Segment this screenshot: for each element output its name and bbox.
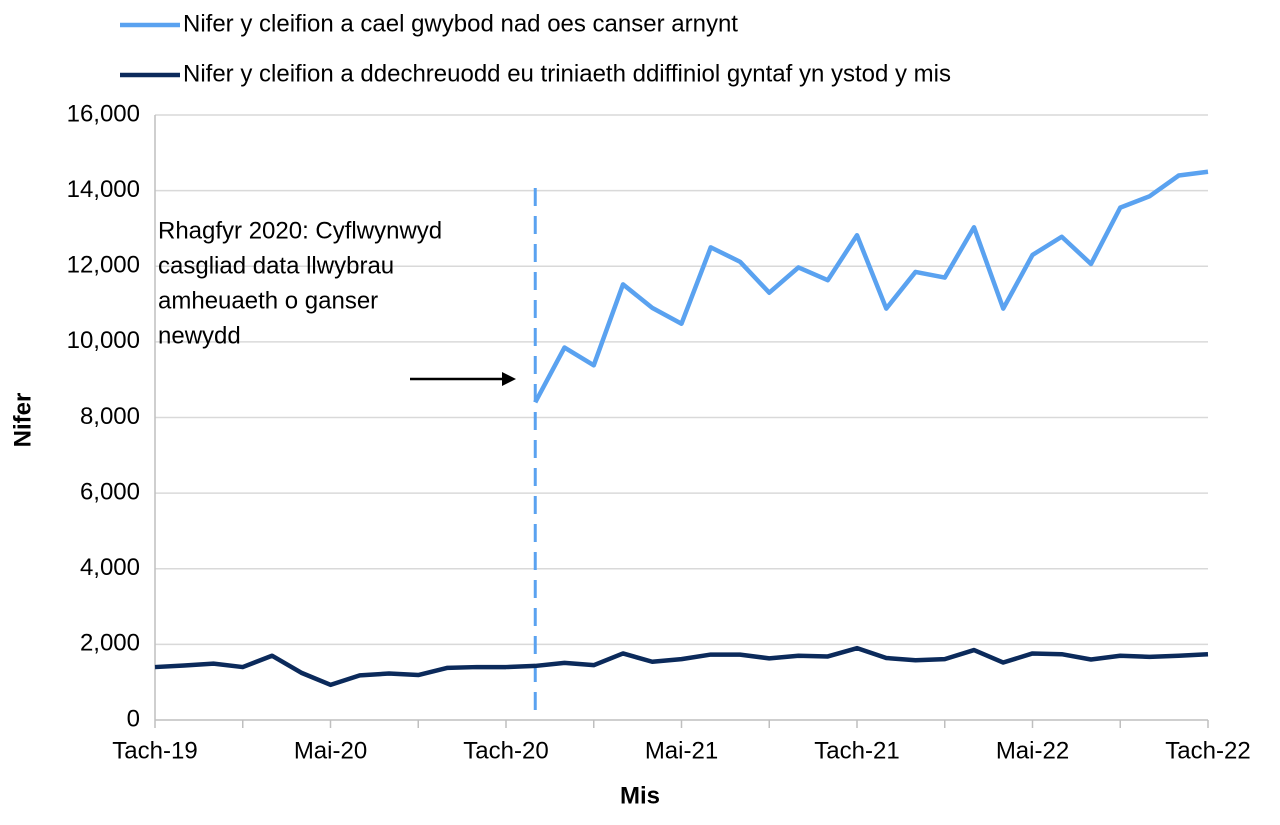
x-tick-label: Mai-21 [645,737,718,764]
legend-label: Nifer y cleifion a cael gwybod nad oes c… [183,10,738,37]
y-tick-label: 8,000 [80,403,140,430]
y-tick-label: 6,000 [80,478,140,505]
annotation-arrowhead [502,372,516,386]
annotation-text: amheuaeth o ganser [158,287,378,314]
y-tick-label: 12,000 [67,252,140,279]
y-tick-label: 14,000 [67,176,140,203]
legend-label: Nifer y cleifion a ddechreuodd eu trinia… [183,60,951,87]
annotation-text: casgliad data llwybrau [158,252,394,279]
y-tick-label: 0 [127,705,140,732]
annotation-text: Rhagfyr 2020: Cyflwynwyd [158,217,442,244]
x-tick-label: Mai-22 [996,737,1069,764]
y-tick-label: 16,000 [67,100,140,127]
x-axis-label: Mis [620,782,660,809]
x-tick-label: Tach-22 [1165,737,1250,764]
x-tick-label: Tach-20 [463,737,548,764]
x-tick-label: Tach-19 [112,737,197,764]
y-tick-label: 10,000 [67,327,140,354]
y-axis-label: Nifer [9,393,36,448]
series-line [533,169,1209,404]
x-tick-label: Tach-21 [814,737,899,764]
y-tick-label: 4,000 [80,554,140,581]
x-tick-label: Mai-20 [294,737,367,764]
y-tick-label: 2,000 [80,630,140,657]
annotation-text: newydd [158,322,241,349]
series-line [154,645,1209,688]
